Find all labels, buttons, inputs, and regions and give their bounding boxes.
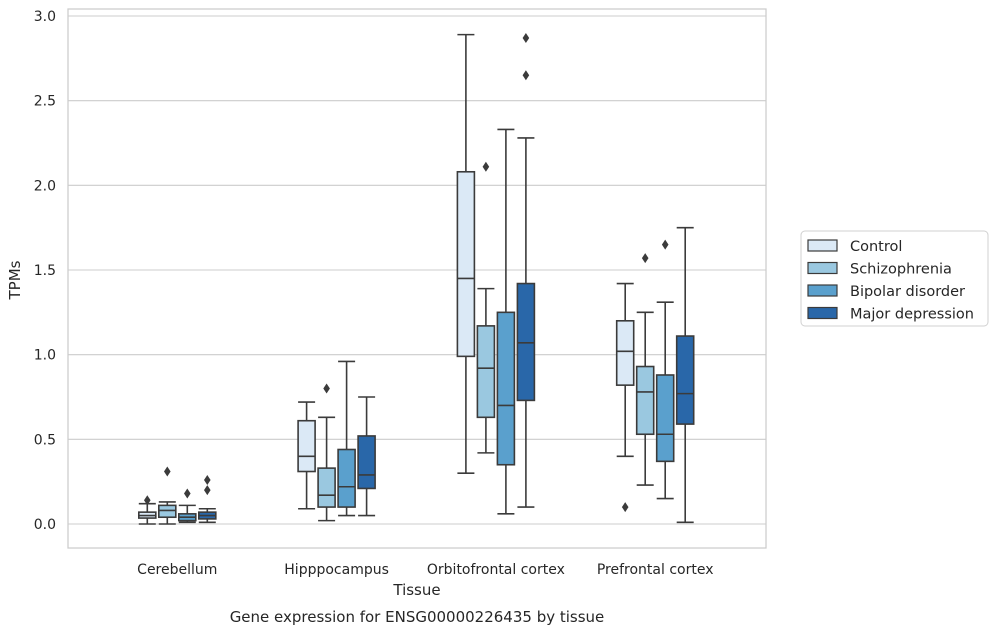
iqr-box	[297, 419, 316, 473]
outlier-point	[661, 239, 669, 250]
y-tick-label: 0.5	[34, 432, 56, 448]
legend: Control Schizophrenia Bipolar disorder Majo…	[800, 230, 989, 327]
legend-label: Schizophrenia	[850, 262, 952, 278]
box-major-depression-hipppocampus	[357, 396, 376, 517]
iqr-box	[496, 311, 516, 466]
box-major-depression-cerebellum	[198, 474, 217, 524]
outlier-point	[522, 70, 530, 81]
legend-frame	[800, 230, 989, 327]
iqr-box	[456, 170, 476, 358]
legend-swatch	[807, 306, 838, 320]
outlier-point	[164, 466, 171, 477]
outlier-point	[641, 253, 649, 264]
outlier-point	[621, 502, 629, 513]
outlier-point	[184, 488, 191, 499]
outlier-point	[323, 383, 330, 394]
plot-frame	[67, 8, 767, 549]
outlier-point	[482, 161, 490, 172]
outlier-point	[204, 485, 211, 496]
legend-swatch	[807, 261, 838, 275]
box-schizophrenia-hipppocampus	[317, 383, 336, 522]
legend-label: Bipolar disorder	[850, 284, 965, 300]
outlier-point	[522, 33, 530, 44]
box-control-orbitofrontal-cortex	[456, 33, 476, 475]
legend-label: Control	[850, 239, 902, 255]
iqr-box	[675, 335, 695, 425]
boxes-layer	[138, 33, 695, 525]
box-control-hipppocampus	[297, 401, 316, 510]
legend-label: Major depression	[850, 307, 974, 323]
iqr-box	[337, 448, 356, 508]
box-schizophrenia-orbitofrontal-cortex	[476, 161, 496, 454]
x-tick-label: Cerebellum	[137, 562, 217, 578]
iqr-box	[516, 282, 536, 402]
iqr-box	[158, 504, 177, 519]
box-control-prefrontal-cortex	[615, 282, 635, 513]
box-bipolar-disorder-hipppocampus	[337, 360, 356, 517]
iqr-box	[635, 365, 655, 436]
y-tick-labels: 0.0 0.5 1.0 1.5 2.0 2.5 3.0	[34, 9, 56, 533]
box-major-depression-prefrontal-cortex	[675, 226, 695, 524]
outlier-point	[204, 474, 211, 485]
box-bipolar-disorder-prefrontal-cortex	[655, 239, 675, 500]
box-bipolar-disorder-cerebellum	[178, 488, 197, 524]
box-bipolar-disorder-orbitofrontal-cortex	[496, 128, 516, 515]
x-axis-label: Tissue	[392, 581, 440, 599]
iqr-box	[615, 319, 635, 386]
y-axis-label: TPMs	[6, 260, 24, 300]
iqr-box	[655, 374, 675, 463]
iqr-box	[476, 325, 496, 419]
box-schizophrenia-cerebellum	[158, 466, 177, 525]
y-tick-label: 0.0	[34, 517, 56, 533]
box-control-cerebellum	[138, 495, 157, 525]
box-schizophrenia-prefrontal-cortex	[635, 253, 655, 486]
legend-swatch	[807, 239, 838, 252]
y-tick-label: 2.5	[34, 94, 56, 110]
y-tick-label: 1.0	[34, 348, 56, 364]
x-tick-labels: Cerebellum Hipppocampus Orbitofrontal cort…	[137, 562, 713, 578]
x-tick-label: Hipppocampus	[284, 562, 389, 578]
x-tick-label: Orbitofrontal cortex	[427, 562, 565, 578]
box-major-depression-orbitofrontal-cortex	[516, 33, 536, 508]
gridlines	[68, 15, 766, 525]
iqr-box	[357, 435, 376, 490]
y-tick-label: 2.0	[34, 178, 56, 194]
iqr-box	[317, 467, 336, 508]
y-tick-label: 3.0	[34, 9, 56, 25]
chart-caption: Gene expression for ENSG00000226435 by t…	[230, 608, 605, 626]
legend-swatch	[807, 284, 838, 297]
y-tick-label: 1.5	[34, 263, 56, 279]
x-tick-label: Prefrontal cortex	[597, 562, 714, 578]
outlier-point	[144, 495, 151, 506]
